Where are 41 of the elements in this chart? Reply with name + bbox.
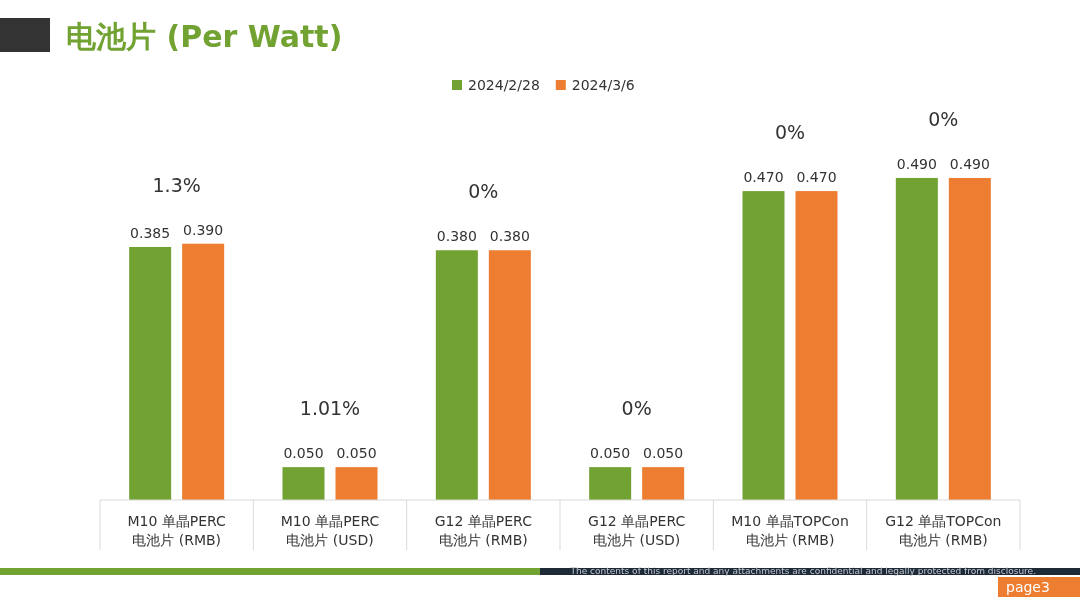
text: The contents of this report and any attachments are confidential and legally protected from disclosure. <box>569 566 1036 576</box>
x-tick-label: M10 单晶PERC 电池片 (RMB) <box>127 513 227 548</box>
bar <box>182 243 225 500</box>
data-label: 0.470 <box>743 169 784 186</box>
bar <box>435 250 478 500</box>
text: page3 <box>1006 579 1050 595</box>
x-tick-label: G12 单晶PERC 电池片 (USD) <box>588 513 686 548</box>
annotation: 0% <box>468 180 499 203</box>
bar <box>129 246 172 500</box>
bar <box>895 177 938 500</box>
legend-label: 2024/2/28 <box>468 77 540 93</box>
data-label: 0.050 <box>590 445 631 462</box>
bar <box>742 191 785 500</box>
bar <box>282 467 325 500</box>
x-tick-label: M10 单晶PERC 电池片 (USD) <box>280 513 380 548</box>
bar <box>589 467 632 500</box>
data-label: 0.490 <box>896 155 937 172</box>
data-label: 0.470 <box>796 169 837 186</box>
data-label: 0.390 <box>183 221 224 238</box>
bar <box>488 250 531 500</box>
data-label: 0.490 <box>949 155 990 172</box>
text: 0% <box>774 121 806 144</box>
chart-title: 电池片 (Per Watt) <box>66 19 343 54</box>
annotation: 0% <box>621 397 652 420</box>
bar <box>335 467 378 500</box>
data-label: 0.050 <box>336 445 377 462</box>
annotation: 1.3% <box>152 173 201 196</box>
data-label: 0.380 <box>436 228 477 245</box>
data-label: 0.380 <box>489 228 530 245</box>
data-label: 0.050 <box>283 445 324 462</box>
x-tick-label: G12 单晶PERC 电池片 (RMB) <box>434 513 533 548</box>
bar <box>948 177 991 500</box>
x-tick-label: M10 单晶TOPCon 电池片 (RMB) <box>731 513 849 548</box>
x-tick-label: G12 单晶TOPCon 电池片 (RMB) <box>885 513 1002 548</box>
annotation: 1.01% <box>299 397 361 420</box>
data-label: 0.385 <box>130 224 171 241</box>
legend-label: 2024/3/6 <box>571 77 635 93</box>
text: 0% <box>928 107 959 130</box>
bar <box>795 191 838 500</box>
data-label: 0.050 <box>643 445 684 462</box>
bar <box>642 467 685 500</box>
